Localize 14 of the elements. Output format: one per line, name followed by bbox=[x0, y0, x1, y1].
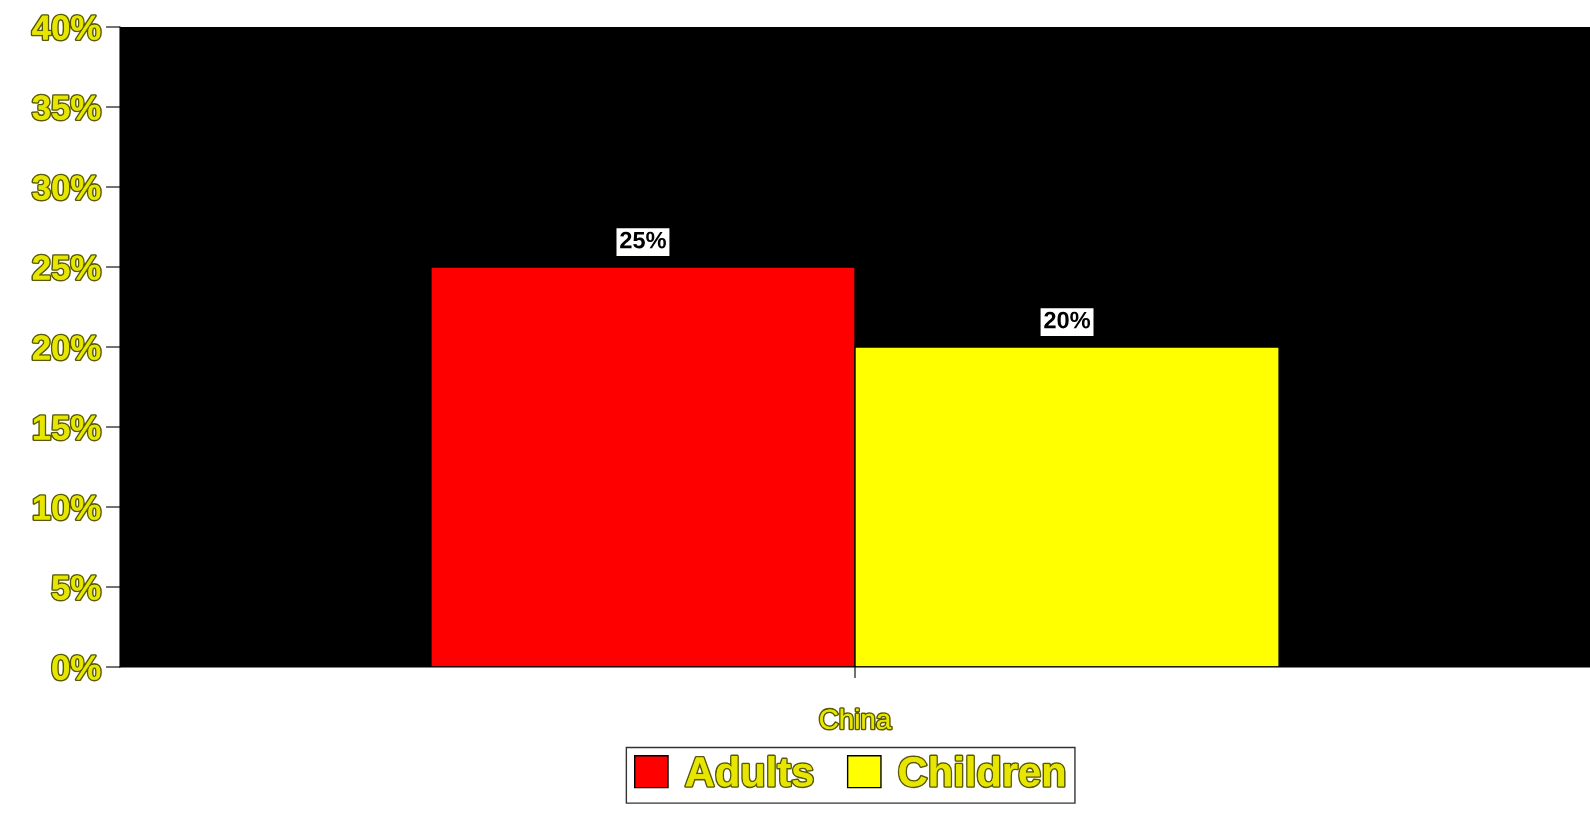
y-tick-label: 25% bbox=[32, 255, 101, 280]
legend-label: Adults bbox=[685, 755, 813, 787]
y-tick-label: 35% bbox=[32, 95, 101, 120]
y-tick-label: 10% bbox=[33, 495, 101, 520]
data-label: 25% bbox=[620, 231, 666, 249]
legend-label: Children bbox=[899, 755, 1065, 787]
y-tick-label: 5% bbox=[52, 575, 101, 600]
y-tick-label: 20% bbox=[32, 335, 101, 360]
x-tick-label: China bbox=[820, 708, 892, 730]
y-tick-label: 15% bbox=[33, 415, 101, 440]
y-tick-label: 30% bbox=[32, 175, 101, 200]
y-tick-label: 0% bbox=[52, 655, 101, 680]
data-label: 20% bbox=[1044, 311, 1091, 329]
y-tick-label: 40% bbox=[32, 15, 101, 40]
